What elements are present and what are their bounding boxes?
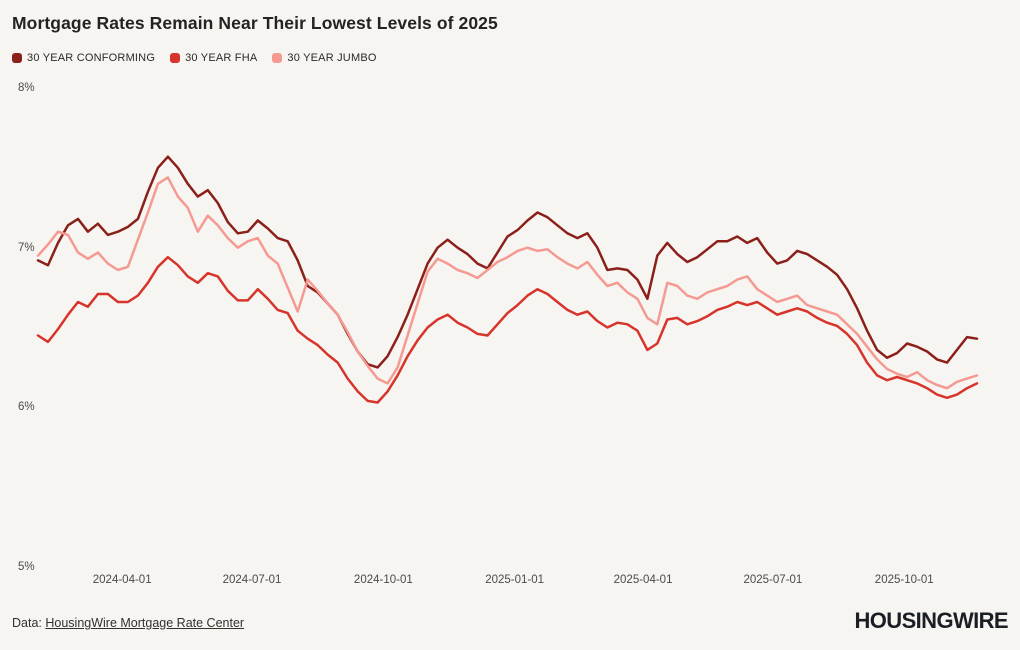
legend-label: 30 YEAR FHA <box>185 52 258 64</box>
legend-swatch-fha <box>170 53 181 63</box>
chart-legend: 30 YEAR CONFORMING 30 YEAR FHA 30 YEAR J… <box>12 52 377 64</box>
legend-swatch-jumbo <box>272 53 283 63</box>
source-note: Data: HousingWire Mortgage Rate Center <box>12 616 244 630</box>
y-axis-label: 7% <box>18 241 35 254</box>
y-axis-label: 8% <box>18 82 35 94</box>
x-axis-label: 2025-10-01 <box>874 574 934 586</box>
legend-label: 30 YEAR CONFORMING <box>27 52 156 64</box>
series-line-30-year-fha <box>36 255 979 404</box>
legend-item-30-year-conforming: 30 YEAR CONFORMING <box>12 52 155 64</box>
housingwire-logo: HOUSINGWIRE <box>854 608 1008 633</box>
legend-item-30-year-jumbo: 30 YEAR JUMBO <box>272 52 376 64</box>
x-axis-label: 2025-01-01 <box>485 574 545 586</box>
chart-title: Mortgage Rates Remain Near Their Lowest … <box>12 13 498 33</box>
y-axis-label: 6% <box>18 401 35 414</box>
legend-label: 30 YEAR JUMBO <box>287 52 377 64</box>
x-axis-label: 2024-07-01 <box>222 574 282 586</box>
legend-swatch-conforming <box>12 53 22 63</box>
x-axis-label: 2025-04-01 <box>613 574 673 586</box>
y-axis-label: 5% <box>18 561 35 573</box>
source-prefix: Data: <box>12 616 46 630</box>
source-link[interactable]: HousingWire Mortgage Rate Center <box>45 616 245 630</box>
series-line-30-year-conforming <box>36 155 979 369</box>
x-axis-label: 2024-04-01 <box>92 574 152 586</box>
series-line-30-year-jumbo <box>36 176 979 390</box>
x-axis-label: 2024-10-01 <box>353 574 413 586</box>
x-axis-label: 2025-07-01 <box>743 574 803 586</box>
legend-item-30-year-fha: 30 YEAR FHA <box>170 52 257 64</box>
